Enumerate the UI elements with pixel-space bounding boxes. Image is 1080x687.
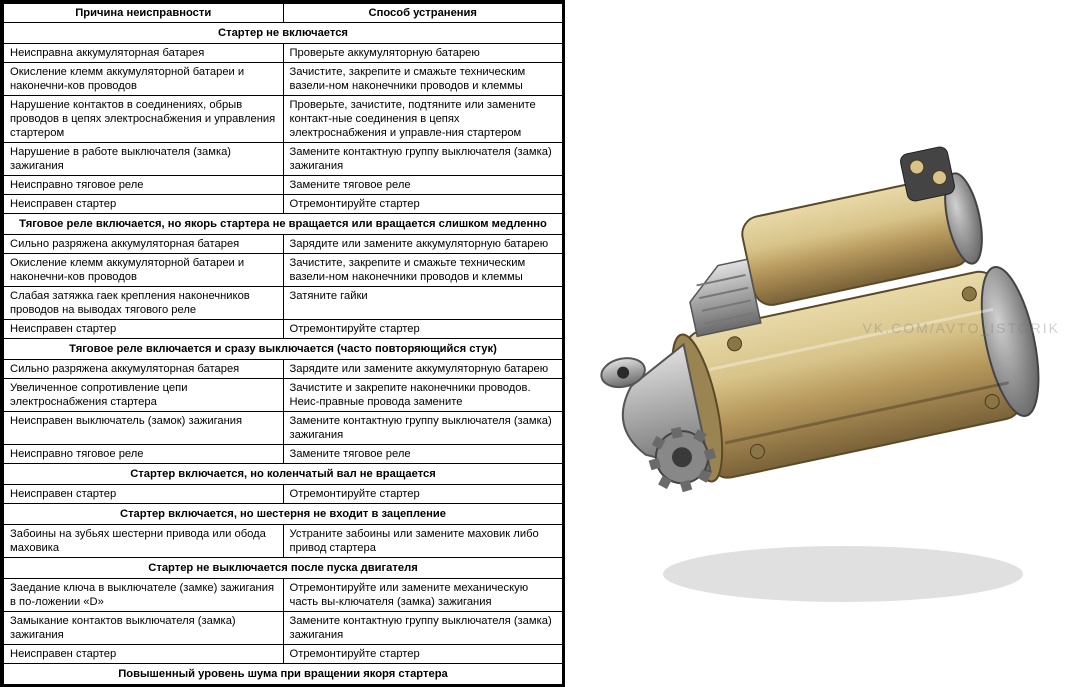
fix-cell: Замените контактную группу выключателя (… — [283, 612, 563, 645]
cause-cell: Заедание ключа в выключателе (замке) заж… — [4, 579, 284, 612]
faults-table: Причина неисправности Способ устранения … — [3, 3, 563, 687]
cause-cell: Сильно разряжена аккумуляторная батарея — [4, 360, 284, 379]
fix-cell: Затяните гайки — [283, 287, 563, 320]
fix-cell: Проверьте аккумуляторную батарею — [283, 44, 563, 63]
section-title: Стартер не выключается после пуска двига… — [4, 558, 563, 579]
section-header: Тяговое реле включается и сразу выключае… — [4, 339, 563, 360]
table-row: Неисправен стартерОтремонтируйте стартер — [4, 485, 563, 504]
fix-cell: Отремонтируйте стартер — [283, 485, 563, 504]
fix-cell: Замените тяговое реле — [283, 176, 563, 195]
table-row: Окисление клемм аккумуляторной батареи и… — [4, 63, 563, 96]
fix-cell: Устраните забоины или замените маховик л… — [283, 525, 563, 558]
cause-cell: Неисправен стартер — [4, 645, 284, 664]
table-row: Забоины на зубьях шестерни привода или о… — [4, 525, 563, 558]
fix-cell: Замените контактную группу выключателя (… — [283, 143, 563, 176]
starter-image-container: VK.COM/AVTO_ISTORIK — [565, 0, 1080, 687]
cause-cell: Неисправно тяговое реле — [4, 445, 284, 464]
fix-cell: Зачистите, закрепите и смажьте техническ… — [283, 254, 563, 287]
header-cause: Причина неисправности — [4, 4, 284, 23]
section-header: Стартер включается, но коленчатый вал не… — [4, 464, 563, 485]
section-title: Тяговое реле включается и сразу выключае… — [4, 339, 563, 360]
fix-cell: Зарядите или замените аккумуляторную бат… — [283, 235, 563, 254]
section-title: Стартер не включается — [4, 23, 563, 44]
section-title: Стартер включается, но коленчатый вал не… — [4, 464, 563, 485]
fix-cell: Отремонтируйте стартер — [283, 645, 563, 664]
cause-cell: Сильно разряжена аккумуляторная батарея — [4, 235, 284, 254]
section-header: Тяговое реле включается, но якорь старте… — [4, 214, 563, 235]
table-row: Неисправен стартерОтремонтируйте стартер — [4, 195, 563, 214]
cause-cell: Неисправен выключатель (замок) зажигания — [4, 412, 284, 445]
section-title: Повышенный уровень шума при вращении яко… — [4, 664, 563, 685]
cause-cell: Слабая затяжка гаек крепления наконечник… — [4, 287, 284, 320]
section-header: Стартер не выключается после пуска двига… — [4, 558, 563, 579]
table-row: Окисление клемм аккумуляторной батареи и… — [4, 254, 563, 287]
cause-cell: Окисление клемм аккумуляторной батареи и… — [4, 63, 284, 96]
section-header: Стартер не включается — [4, 23, 563, 44]
section-header: Повышенный уровень шума при вращении яко… — [4, 664, 563, 685]
table-row: Сильно разряжена аккумуляторная батареяЗ… — [4, 235, 563, 254]
fix-cell: Зарядите или замените аккумуляторную бат… — [283, 360, 563, 379]
table-row: Сильно разряжена аккумуляторная батареяЗ… — [4, 360, 563, 379]
table-row: Неисправен выключатель (замок) зажигания… — [4, 412, 563, 445]
fix-cell: Замените контактную группу выключателя (… — [283, 412, 563, 445]
cause-cell: Неисправна аккумуляторная батарея — [4, 44, 284, 63]
faults-table-container: Причина неисправности Способ устранения … — [0, 0, 565, 687]
table-row: Неисправна аккумуляторная батареяПроверь… — [4, 44, 563, 63]
table-row: Слабая затяжка гаек крепления наконечник… — [4, 287, 563, 320]
cause-cell: Нарушение в работе выключателя (замка) з… — [4, 143, 284, 176]
cause-cell: Неисправно тяговое реле — [4, 176, 284, 195]
fix-cell: Отремонтируйте стартер — [283, 320, 563, 339]
fix-cell: Отремонтируйте стартер — [283, 195, 563, 214]
cause-cell: Окисление клемм аккумуляторной батареи и… — [4, 254, 284, 287]
table-row: Увеличенное сопротивление цепи электросн… — [4, 379, 563, 412]
section-title: Тяговое реле включается, но якорь старте… — [4, 214, 563, 235]
table-row: Нарушение контактов в соединениях, обрыв… — [4, 96, 563, 143]
cause-cell: Неисправен стартер — [4, 485, 284, 504]
fix-cell: Проверьте, зачистите, подтяните или заме… — [283, 96, 563, 143]
table-row: Неисправен стартерОтремонтируйте стартер — [4, 320, 563, 339]
section-header: Стартер включается, но шестерня не входи… — [4, 504, 563, 525]
header-fix: Способ устранения — [283, 4, 563, 23]
fix-cell: Зачистите, закрепите и смажьте техническ… — [283, 63, 563, 96]
table-row: Неисправно тяговое релеЗамените тяговое … — [4, 445, 563, 464]
fix-cell: Отремонтируйте или замените механическую… — [283, 579, 563, 612]
starter-motor-illustration — [573, 44, 1073, 644]
fix-cell: Зачистите и закрепите наконечники провод… — [283, 379, 563, 412]
image-watermark: VK.COM/AVTO_ISTORIK — [863, 320, 1060, 336]
cause-cell: Неисправен стартер — [4, 320, 284, 339]
cause-cell: Неисправен стартер — [4, 195, 284, 214]
fix-cell: Замените тяговое реле — [283, 445, 563, 464]
table-row: Нарушение в работе выключателя (замка) з… — [4, 143, 563, 176]
section-title: Стартер включается, но шестерня не входи… — [4, 504, 563, 525]
cause-cell: Замыкание контактов выключателя (замка) … — [4, 612, 284, 645]
cause-cell: Забоины на зубьях шестерни привода или о… — [4, 525, 284, 558]
table-row: Заедание ключа в выключателе (замке) заж… — [4, 579, 563, 612]
table-row: Неисправно тяговое релеЗамените тяговое … — [4, 176, 563, 195]
cause-cell: Нарушение контактов в соединениях, обрыв… — [4, 96, 284, 143]
table-row: Неисправен стартерОтремонтируйте стартер — [4, 645, 563, 664]
table-row: Замыкание контактов выключателя (замка) … — [4, 612, 563, 645]
cause-cell: Увеличенное сопротивление цепи электросн… — [4, 379, 284, 412]
